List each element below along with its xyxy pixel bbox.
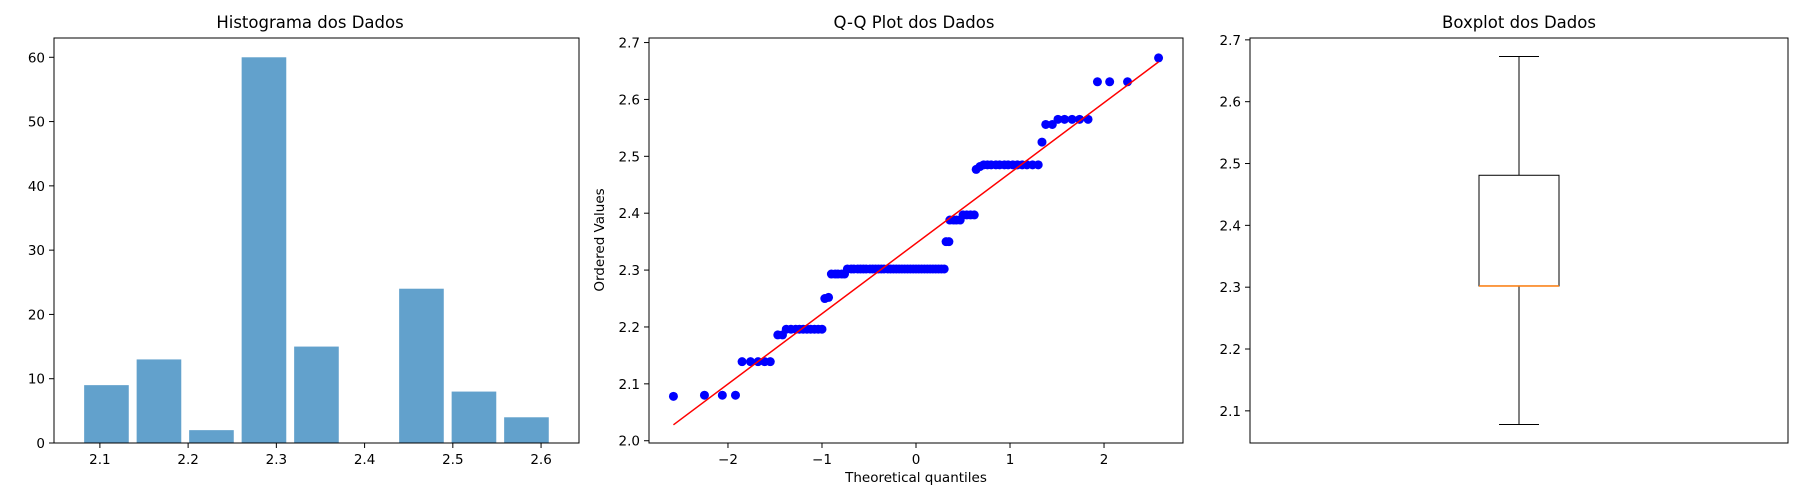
histogram-bar xyxy=(451,391,497,443)
boxplot-y-tick-label: 2.7 xyxy=(1220,33,1241,49)
qq-point xyxy=(1092,77,1102,87)
qq-point xyxy=(668,391,678,401)
qq-y-tick-label: 2.5 xyxy=(619,149,640,165)
histogram-x-ticks: 2.1 2.2 2.3 2.4 2.5 2.6 xyxy=(89,443,552,468)
histogram-y-tick-label: 0 xyxy=(36,436,45,452)
histogram-x-tick-label: 2.5 xyxy=(442,452,463,468)
qq-point xyxy=(1041,119,1051,129)
qq-point xyxy=(717,390,727,400)
qq-point xyxy=(730,390,740,400)
histogram-x-tick-label: 2.4 xyxy=(354,452,375,468)
histogram-bar xyxy=(241,57,287,444)
qq-point xyxy=(746,357,756,367)
histogram-y-ticks: 0 10 20 30 40 50 60 xyxy=(28,50,54,452)
histogram-y-tick-label: 60 xyxy=(28,50,45,66)
qq-point xyxy=(817,324,827,334)
boxplot-y-tick-label: 2.6 xyxy=(1220,95,1241,111)
boxplot-y-ticks: 2.1 2.2 2.3 2.4 2.5 2.6 2.7 xyxy=(1220,33,1250,420)
boxplot-y-tick-label: 2.2 xyxy=(1220,342,1241,358)
qq-point xyxy=(699,390,709,400)
histogram-title: Histograma dos Dados xyxy=(216,13,403,32)
histogram-y-tick-label: 10 xyxy=(28,372,45,388)
qq-x-tick-label: −2 xyxy=(718,452,738,468)
boxplot-y-tick-label: 2.5 xyxy=(1220,157,1241,173)
histogram-axes-frame xyxy=(53,37,580,444)
qq-plot-panel: Q-Q Plot dos Dados −2 −1 0 1 2 2.02.12.22.32… xyxy=(592,13,1184,486)
qq-points xyxy=(668,53,1164,401)
histogram-bar xyxy=(294,346,339,443)
qq-point xyxy=(969,210,979,220)
qq-x-ticks: −2 −1 0 1 2 xyxy=(718,443,1108,468)
boxplot-y-tick-label: 2.1 xyxy=(1220,404,1241,420)
qq-point xyxy=(944,237,954,247)
qq-point xyxy=(1067,114,1077,124)
histogram-y-tick-label: 20 xyxy=(28,307,45,323)
qq-point xyxy=(1154,53,1164,63)
qq-y-tick-label: 2.1 xyxy=(619,377,640,393)
qq-y-ticks: 2.0 2.1 2.2 2.3 2.4 2.5 2.6 2.7 xyxy=(619,36,649,450)
boxplot-y-tick-label: 2.4 xyxy=(1220,218,1241,234)
qq-y-tick-label: 2.6 xyxy=(619,92,640,108)
qq-y-tick-label: 2.0 xyxy=(619,434,640,450)
qq-point xyxy=(1060,114,1070,124)
boxplot-shapes xyxy=(1478,56,1560,425)
qq-fit-line xyxy=(672,61,1160,426)
qq-point xyxy=(765,357,775,367)
histogram-bar xyxy=(189,430,234,443)
boxplot-title: Boxplot dos Dados xyxy=(1442,13,1596,32)
qq-point xyxy=(737,357,747,367)
histogram-bar xyxy=(84,385,129,443)
boxplot-axes-frame xyxy=(1249,37,1789,444)
qq-point xyxy=(939,264,949,274)
histogram-bar xyxy=(399,288,444,443)
qq-y-tick-label: 2.3 xyxy=(619,263,640,279)
qq-axes-frame xyxy=(648,37,1184,444)
qq-x-tick-label: −1 xyxy=(812,452,832,468)
boxplot-y-tick-label: 2.3 xyxy=(1220,280,1241,296)
histogram-x-tick-label: 2.1 xyxy=(89,452,110,468)
qq-point xyxy=(1033,160,1043,170)
qq-point xyxy=(1037,137,1047,147)
qq-x-axis-label: Theoretical quantiles xyxy=(844,470,987,486)
qq-point xyxy=(824,292,834,302)
qq-y-tick-label: 2.7 xyxy=(619,36,640,52)
histogram-bar xyxy=(136,359,182,443)
histogram-panel: Histograma dos Dados 2.1 2.2 2.3 2.4 2.5 2.6 … xyxy=(28,13,580,468)
histogram-bars xyxy=(84,57,549,444)
histogram-x-tick-label: 2.3 xyxy=(266,452,287,468)
histogram-y-tick-label: 40 xyxy=(28,179,45,195)
histogram-x-tick-label: 2.2 xyxy=(177,452,198,468)
qq-y-tick-label: 2.4 xyxy=(619,206,640,222)
boxplot-box xyxy=(1478,174,1560,287)
qq-point xyxy=(1105,77,1115,87)
histogram-bar xyxy=(504,417,549,443)
histogram-y-tick-label: 30 xyxy=(28,243,45,259)
qq-x-tick-label: 1 xyxy=(1006,452,1015,468)
qq-x-tick-label: 2 xyxy=(1100,452,1109,468)
histogram-y-tick-label: 50 xyxy=(28,115,45,131)
boxplot-panel: Boxplot dos Dados 2.1 2.2 2.3 2.4 2.5 2.6 2.7 xyxy=(1220,13,1789,444)
histogram-x-tick-label: 2.6 xyxy=(530,452,551,468)
qq-point xyxy=(1075,114,1085,124)
qq-y-tick-label: 2.2 xyxy=(619,320,640,336)
qq-point xyxy=(1053,114,1063,124)
qq-plot-title: Q-Q Plot dos Dados xyxy=(834,13,995,32)
qq-y-axis-label: Ordered Values xyxy=(592,188,608,291)
qq-x-tick-label: 0 xyxy=(912,452,921,468)
